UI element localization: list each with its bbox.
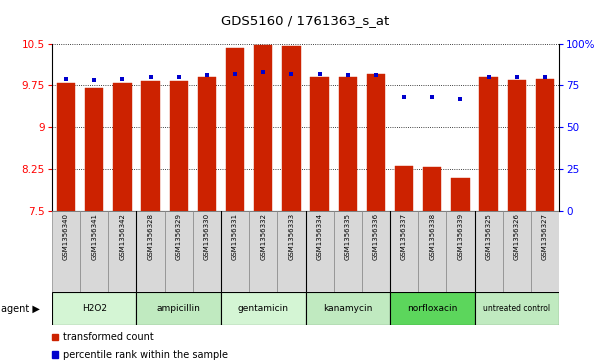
Text: GSM1356341: GSM1356341 [91,213,97,260]
Text: GSM1356340: GSM1356340 [63,213,69,260]
Text: GDS5160 / 1761363_s_at: GDS5160 / 1761363_s_at [221,15,390,28]
FancyBboxPatch shape [80,211,108,292]
Bar [226,48,244,211]
Text: GSM1356336: GSM1356336 [373,213,379,260]
Bar [85,88,103,211]
FancyBboxPatch shape [475,211,503,292]
FancyBboxPatch shape [362,211,390,292]
FancyBboxPatch shape [136,211,164,292]
Bar [254,45,273,211]
Text: GSM1356327: GSM1356327 [542,213,548,260]
Text: percentile rank within the sample: percentile rank within the sample [63,350,228,360]
Text: GSM1356339: GSM1356339 [458,213,464,260]
Text: ampicillin: ampicillin [157,304,200,313]
FancyBboxPatch shape [221,292,306,325]
Text: GSM1356332: GSM1356332 [260,213,266,260]
Bar [198,77,216,211]
FancyBboxPatch shape [52,292,136,325]
Text: GSM1356325: GSM1356325 [486,213,492,260]
Bar [113,82,131,211]
Text: agent ▶: agent ▶ [1,303,40,314]
FancyBboxPatch shape [306,292,390,325]
FancyBboxPatch shape [475,292,559,325]
Text: GSM1356326: GSM1356326 [514,213,520,260]
FancyBboxPatch shape [249,211,277,292]
Text: GSM1356330: GSM1356330 [204,213,210,260]
FancyBboxPatch shape [108,211,136,292]
FancyBboxPatch shape [334,211,362,292]
Text: transformed count: transformed count [63,332,154,342]
Bar [423,167,441,211]
Bar [536,79,554,211]
FancyBboxPatch shape [221,211,249,292]
Bar [508,80,526,211]
Bar [141,81,159,211]
FancyBboxPatch shape [193,211,221,292]
Bar [367,74,385,211]
Text: GSM1356333: GSM1356333 [288,213,295,260]
FancyBboxPatch shape [447,211,475,292]
Text: GSM1356338: GSM1356338 [430,213,435,260]
Text: GSM1356335: GSM1356335 [345,213,351,260]
Text: GSM1356328: GSM1356328 [147,213,153,260]
Bar [57,82,75,211]
Text: gentamicin: gentamicin [238,304,289,313]
Bar [452,178,470,211]
FancyBboxPatch shape [52,211,80,292]
FancyBboxPatch shape [531,211,559,292]
FancyBboxPatch shape [277,211,306,292]
Text: untreated control: untreated control [483,304,551,313]
Bar [310,77,329,211]
Text: GSM1356337: GSM1356337 [401,213,407,260]
Bar [282,46,301,211]
FancyBboxPatch shape [306,211,334,292]
Bar [480,77,498,211]
Text: kanamycin: kanamycin [323,304,373,313]
FancyBboxPatch shape [418,211,447,292]
FancyBboxPatch shape [164,211,193,292]
Bar [395,166,413,211]
Text: GSM1356329: GSM1356329 [176,213,181,260]
Text: norfloxacin: norfloxacin [407,304,458,313]
Text: GSM1356334: GSM1356334 [316,213,323,260]
Text: GSM1356331: GSM1356331 [232,213,238,260]
FancyBboxPatch shape [136,292,221,325]
Text: GSM1356342: GSM1356342 [119,213,125,260]
FancyBboxPatch shape [390,211,418,292]
Text: H2O2: H2O2 [82,304,107,313]
Bar [170,81,188,211]
FancyBboxPatch shape [390,292,475,325]
Bar [338,77,357,211]
FancyBboxPatch shape [503,211,531,292]
